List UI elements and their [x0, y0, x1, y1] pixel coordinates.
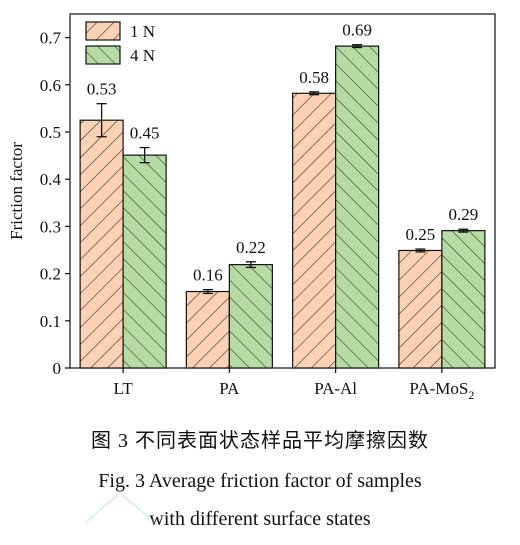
x-tick-subscript: 2 — [468, 388, 474, 402]
data-label: 0.16 — [193, 266, 223, 285]
friction-bar-chart: 0 0.1 0.2 0.3 0.4 0.5 0.6 0.7 Friction factor LT 0… — [7, 13, 496, 402]
bar-4N-LT — [122, 154, 167, 369]
x-tick-label: LT — [114, 379, 134, 398]
x-tick-label: PA-Al — [314, 379, 357, 398]
bar-1N-PA-MoS — [398, 249, 443, 369]
data-label: 0.29 — [449, 205, 479, 224]
y-tick-label: 0.3 — [40, 217, 61, 236]
data-label: 0.22 — [236, 238, 266, 257]
data-label: 0.69 — [342, 21, 372, 40]
plot-frame — [69, 13, 496, 369]
caption-chinese: 图 3 不同表面状态样品平均摩擦因数 — [91, 430, 429, 452]
bar-4N-PA-MoS — [441, 230, 486, 369]
y-tick-label: 0.1 — [40, 312, 61, 331]
x-tick-label: PA — [219, 379, 240, 398]
legend-swatch-0 — [85, 21, 121, 41]
y-axis-label: Friction factor — [7, 142, 26, 240]
bar-1N-PA — [185, 290, 230, 369]
y-tick-label: 0.7 — [40, 29, 62, 48]
legend-swatch-1 — [85, 45, 121, 65]
legend-label-0: 1 N — [130, 22, 155, 41]
data-label: 0.25 — [406, 225, 436, 244]
data-label: 0.53 — [87, 80, 117, 99]
y-tick-label: 0 — [53, 359, 62, 378]
bar-4N-PA-Al — [335, 45, 380, 369]
watermark-logo — [84, 491, 156, 524]
y-tick-label: 0.6 — [40, 76, 61, 95]
caption-english-line1: Fig. 3 Average friction factor of sample… — [98, 470, 422, 492]
x-tick-label: PA-MoS2 — [409, 379, 474, 402]
bar-4N-PA — [228, 264, 273, 369]
legend-label-1: 4 N — [130, 46, 155, 65]
bar-1N-LT — [79, 119, 124, 369]
y-tick-label: 0.5 — [40, 123, 61, 142]
y-tick-label: 0.4 — [40, 170, 62, 189]
y-tick-label: 0.2 — [40, 265, 61, 284]
bar-1N-PA-Al — [292, 92, 337, 369]
caption-english-line2: with different surface states — [149, 508, 371, 530]
data-label: 0.45 — [130, 124, 160, 143]
data-label: 0.58 — [299, 68, 329, 87]
